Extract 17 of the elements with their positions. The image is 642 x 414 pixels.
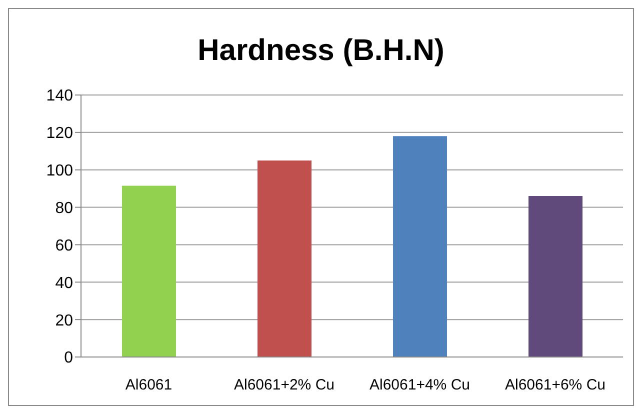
- chart-title: Hardness (B.H.N): [196, 33, 446, 67]
- bar: [528, 196, 582, 357]
- bar: [258, 160, 312, 357]
- x-tick-label: Al6061+4% Cu: [370, 376, 470, 394]
- x-tick-label: Al6061: [125, 376, 172, 394]
- x-tick-label: Al6061+2% Cu: [234, 376, 334, 394]
- bar: [393, 136, 447, 357]
- y-tick-label: 40: [55, 274, 74, 292]
- y-tick-label: 60: [55, 237, 74, 254]
- x-tick-label: Al6061+6% Cu: [505, 376, 606, 394]
- y-tick-label: 80: [55, 200, 74, 217]
- y-tick-label: 20: [55, 312, 74, 330]
- y-tick-label: 120: [46, 125, 74, 142]
- y-tick-label: 0: [64, 350, 74, 367]
- y-tick-label: 140: [46, 88, 74, 105]
- bar: [122, 186, 176, 357]
- y-tick-label: 100: [46, 162, 74, 180]
